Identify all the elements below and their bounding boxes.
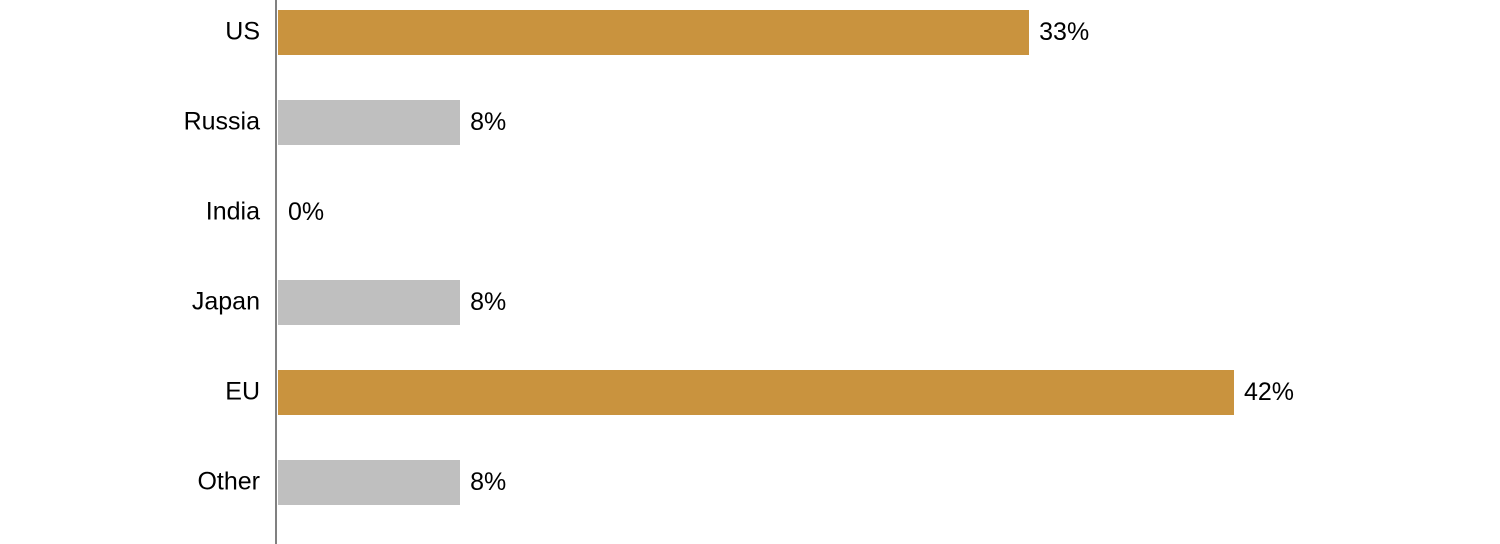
bar	[278, 460, 460, 505]
bar-wrap: 0%	[278, 190, 324, 235]
category-label: Russia	[184, 108, 260, 137]
bar	[278, 10, 1029, 55]
bar	[278, 100, 460, 145]
bar-wrap: 8%	[278, 460, 506, 505]
value-label: 42%	[1244, 378, 1294, 407]
category-label: EU	[225, 378, 260, 407]
bar-wrap: 8%	[278, 100, 506, 145]
bar-chart: US 33% Russia 8% India 0% Japan 8% EU 42…	[0, 0, 1500, 544]
category-label: US	[225, 18, 260, 47]
value-label: 8%	[470, 468, 506, 497]
bar-row: EU 42%	[0, 370, 1500, 415]
bar-row: Other 8%	[0, 460, 1500, 505]
bar-row: Russia 8%	[0, 100, 1500, 145]
bar	[278, 370, 1234, 415]
value-label: 8%	[470, 108, 506, 137]
value-label: 33%	[1039, 18, 1089, 47]
category-label: Other	[197, 468, 260, 497]
bar-row: Japan 8%	[0, 280, 1500, 325]
value-label: 0%	[288, 198, 324, 227]
bar-row: India 0%	[0, 190, 1500, 235]
bar-wrap: 8%	[278, 280, 506, 325]
bar	[278, 280, 460, 325]
category-label: Japan	[192, 288, 260, 317]
value-label: 8%	[470, 288, 506, 317]
bar-wrap: 33%	[278, 10, 1089, 55]
bar-wrap: 42%	[278, 370, 1294, 415]
category-label: India	[206, 198, 260, 227]
bar-row: US 33%	[0, 10, 1500, 55]
